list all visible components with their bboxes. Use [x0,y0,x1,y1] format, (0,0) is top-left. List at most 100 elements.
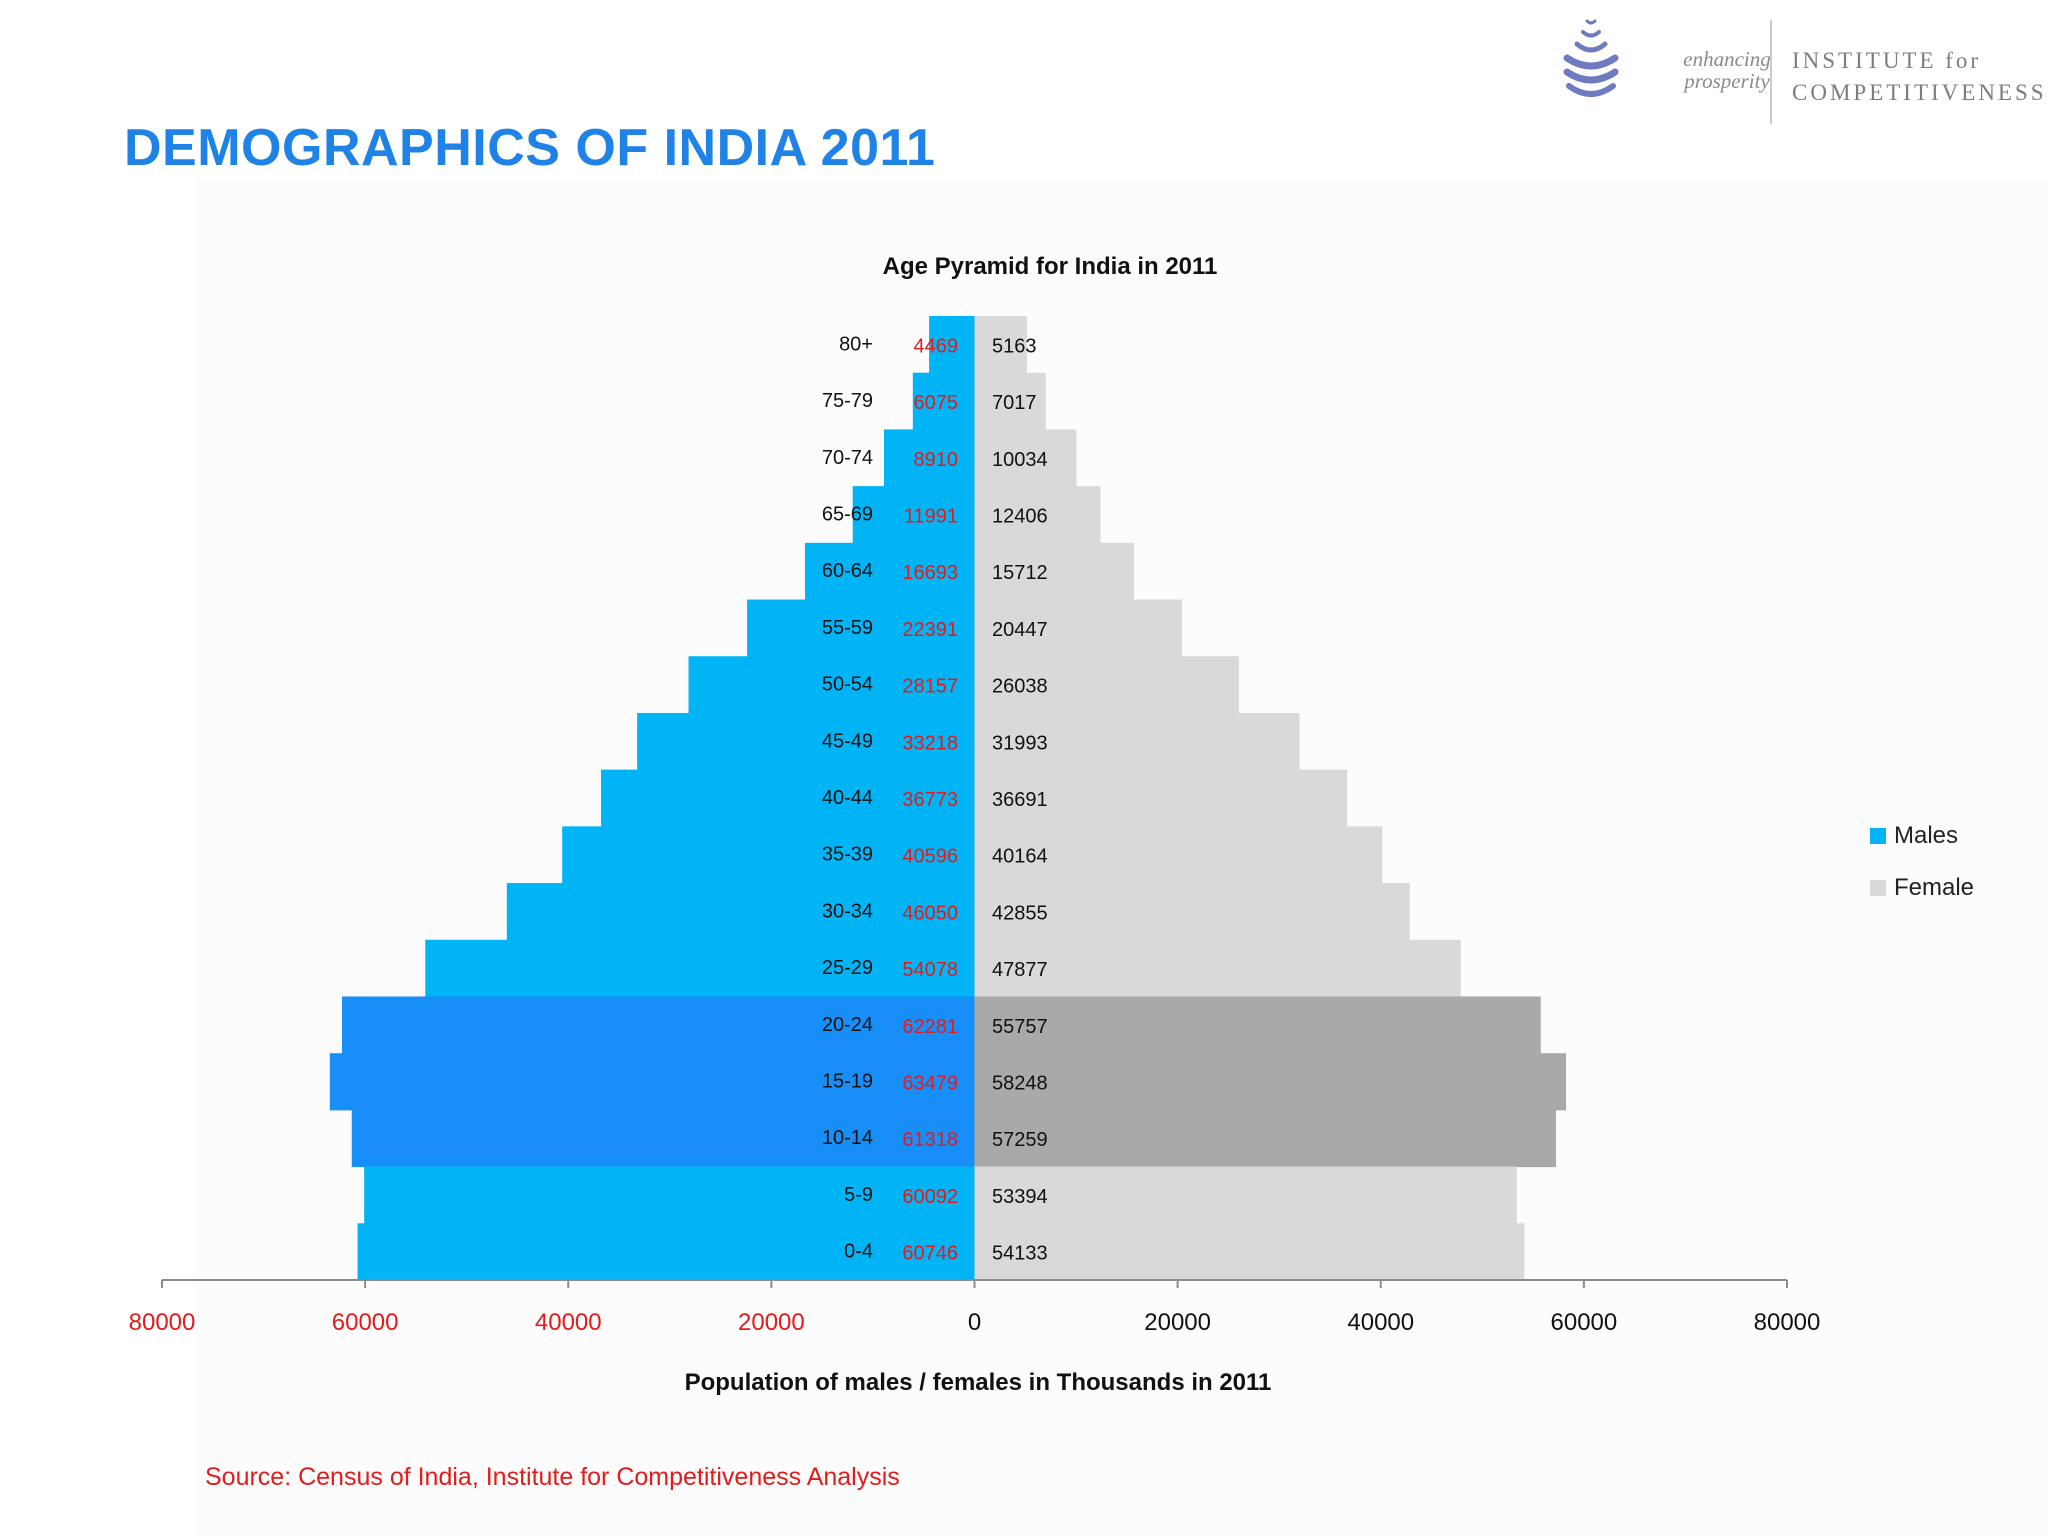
bar-female-75-79 [974,372,1046,430]
data-label-female: 55757 [992,1016,1048,1038]
data-label-female: 15712 [992,562,1048,584]
category-label: 60-64 [822,560,873,582]
category-label: 20-24 [822,1014,873,1036]
bar-female-20-24 [974,996,1541,1054]
data-label-males: 36773 [902,789,958,811]
category-label: 0-4 [844,1241,873,1263]
bar-males-60-64 [804,542,975,601]
data-label-female: 42855 [992,902,1048,924]
data-label-males: 40596 [902,846,958,868]
data-label-males: 60746 [902,1243,958,1265]
bar-female-25-29 [974,939,1461,997]
x-tick-label: 60000 [1551,1309,1618,1336]
bar-males-30-34 [506,883,975,941]
legend-item-female: Female [1870,874,1974,902]
bar-males-10-14 [351,1109,975,1168]
category-label: 50-54 [822,674,873,696]
x-tick-label: 80000 [129,1309,196,1336]
labels-layer: 80+ 4469 5163 75-79 6075 7017 70-74 8910 10034 65… [822,333,1048,1264]
bar-female-50-54 [974,656,1239,714]
x-tick-label: 20000 [1144,1309,1211,1336]
data-label-males: 11991 [904,505,958,527]
category-label: 25-29 [822,957,873,979]
data-label-female: 12406 [992,505,1048,527]
logo-org-line1: INSTITUTE for [1792,48,1982,73]
logo-tagline: enhancing prosperity [1657,48,1797,92]
category-label: 40-44 [822,787,873,809]
bar-males-15-19 [329,1053,975,1111]
bar-female-70-74 [974,429,1077,487]
bar-female-40-44 [974,769,1348,827]
logo-tagline-line1: enhancing [1683,47,1771,71]
data-label-males: 61318 [902,1129,958,1151]
data-label-female: 40164 [992,846,1048,868]
x-tick-label: 20000 [738,1309,805,1336]
data-label-female: 53394 [992,1186,1048,1208]
data-label-female: 47877 [992,959,1048,981]
category-label: 75-79 [822,390,873,412]
institute-logo: enhancing prosperity INSTITUTE for COMPE… [1555,4,2048,124]
bar-female-30-34 [974,883,1410,941]
category-label: 55-59 [822,617,873,639]
x-tick-label: 60000 [332,1309,399,1336]
data-label-female: 7017 [992,392,1037,414]
category-label: 30-34 [822,900,873,922]
category-label: 35-39 [822,844,873,866]
bar-males-5-9 [364,1166,975,1224]
x-tick-label: 40000 [535,1309,602,1336]
category-label: 70-74 [822,447,873,469]
data-label-males: 46050 [902,902,958,924]
data-label-female: 31993 [992,732,1048,754]
bar-female-5-9 [974,1166,1517,1224]
bar-males-55-59 [747,599,975,657]
bar-males-25-29 [425,939,975,997]
data-label-female: 5163 [992,335,1037,357]
category-label: 10-14 [822,1127,873,1149]
data-label-males: 16693 [902,562,958,584]
bar-males-75-79 [912,372,975,430]
legend-label-female: Female [1894,874,1975,901]
bar-males-40-44 [601,769,975,827]
data-label-female: 20447 [992,619,1048,641]
data-label-female: 10034 [992,449,1048,471]
x-axis: 80000 60000 40000 20000 0 20000 40000 60000 8000… [129,1279,1821,1336]
data-label-males: 28157 [902,676,958,698]
bar-female-35-39 [974,826,1383,884]
bar-males-50-54 [688,656,975,714]
logo-org-line2: COMPETITIVENESS [1792,80,2047,105]
data-label-males: 4469 [914,335,959,357]
data-label-female: 58248 [992,1073,1048,1095]
bar-males-0-4 [357,1223,975,1281]
x-tick-label: 80000 [1754,1309,1821,1336]
data-label-female: 36691 [992,789,1048,811]
chart-title: Age Pyramid for India in 2011 [883,253,1218,280]
legend-swatch-female [1870,880,1886,896]
bar-males-80plus [929,316,975,374]
logo-org-name: INSTITUTE for COMPETITIVENESS [1792,45,2047,109]
category-label: 5-9 [844,1184,873,1206]
bar-female-0-4 [974,1223,1525,1281]
data-label-female: 26038 [992,676,1048,698]
data-label-males: 63479 [902,1073,958,1095]
logo-tagline-line2: prosperity [1684,69,1770,93]
bar-female-80plus [974,316,1027,374]
data-label-males: 33218 [902,732,958,754]
bar-female-10-14 [974,1109,1557,1168]
bar-males-45-49 [637,712,975,771]
x-axis-title: Population of males / females in Thousan… [685,1369,1272,1396]
data-label-female: 57259 [992,1129,1048,1151]
data-label-males: 22391 [902,619,958,641]
bar-males-35-39 [562,826,975,884]
category-label: 45-49 [822,730,873,752]
legend-label-males: Males [1894,822,1959,849]
bar-female-60-64 [974,542,1135,601]
data-label-female: 54133 [992,1243,1048,1265]
data-label-males: 60092 [902,1186,958,1208]
category-label: 15-19 [822,1071,873,1093]
legend-item-males: Males [1870,822,1958,850]
bar-female-55-59 [974,599,1183,657]
logo-divider [1770,20,1772,124]
x-tick-label: 40000 [1347,1309,1414,1336]
bar-males-65-69 [852,486,975,544]
